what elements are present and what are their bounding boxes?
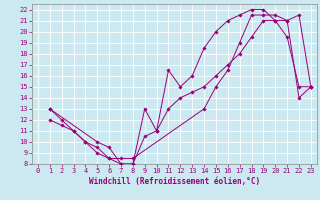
X-axis label: Windchill (Refroidissement éolien,°C): Windchill (Refroidissement éolien,°C) (89, 177, 260, 186)
